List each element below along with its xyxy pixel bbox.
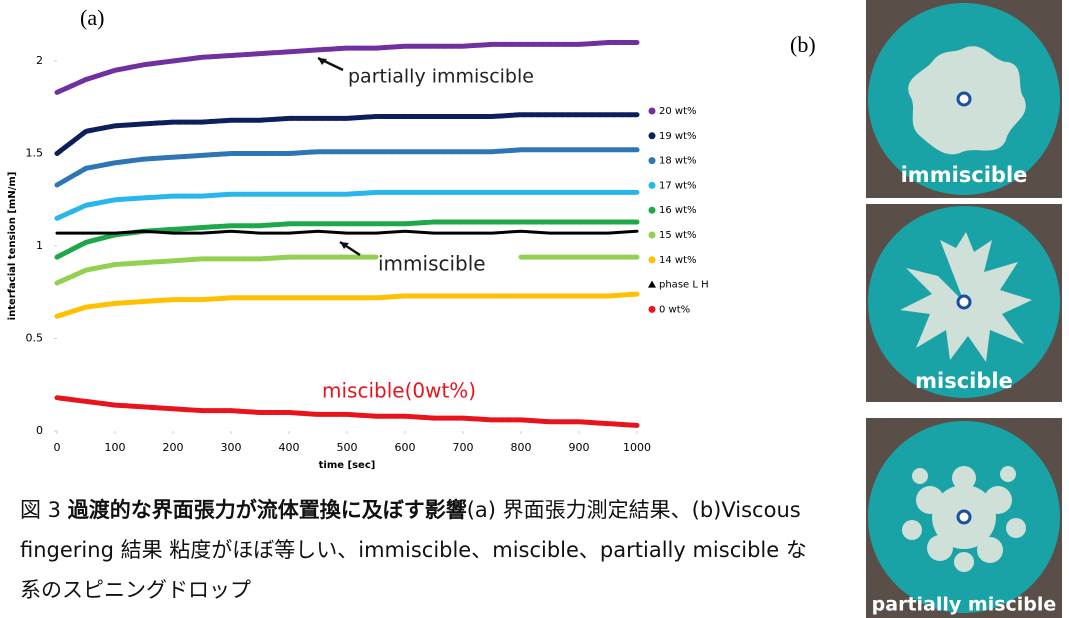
y-tick-label: 1 [36, 239, 43, 252]
x-tick-label: 600 [395, 441, 416, 454]
legend-label: 17 wt% [659, 180, 697, 191]
annotation: miscible(0wt%) [322, 379, 476, 403]
photo: immiscible [866, 0, 1062, 198]
y-tick-label: 0 [36, 424, 43, 437]
legend-label: 14 wt% [659, 255, 697, 266]
legend-label: 19 wt% [659, 131, 697, 142]
x-tick-label: 800 [511, 441, 532, 454]
x-axis-label: time [sec] [319, 460, 376, 471]
legend-marker [649, 306, 656, 313]
annotation: partially immiscible [348, 66, 534, 88]
series-line [57, 294, 637, 316]
x-tick-label: 900 [569, 441, 590, 454]
legend-label: 18 wt% [659, 156, 697, 167]
photo: miscible [866, 204, 1062, 402]
legend-marker [649, 108, 656, 115]
legend-marker [649, 256, 656, 263]
x-tick-label: 0 [54, 441, 61, 454]
photo: partially miscible [866, 418, 1062, 618]
legend-marker [649, 182, 656, 189]
caption: 図 3 過渡的な界面張力が流体置換に及ぼす影響(a) 界面張力測定結果、(b)V… [20, 490, 810, 610]
photo-label: immiscible [901, 163, 1028, 187]
annotation: immiscible [378, 252, 486, 276]
x-tick-label: 700 [453, 441, 474, 454]
panel-label: (b) [790, 32, 816, 57]
series-line [57, 222, 637, 257]
series-line [57, 43, 637, 93]
panel-label: (a) [80, 5, 104, 30]
series-line [57, 257, 637, 283]
x-tick-label: 1000 [623, 441, 651, 454]
legend-marker [649, 232, 656, 239]
legend-marker [649, 132, 656, 139]
y-tick-label: 0.5 [26, 332, 44, 345]
legend-label: 20 wt% [659, 106, 697, 117]
x-tick-label: 300 [221, 441, 242, 454]
x-tick-label: 500 [337, 441, 358, 454]
y-tick-label: 2 [36, 54, 43, 67]
y-axis-label: interfacial tension [mN/m] [7, 172, 18, 321]
legend-label: phase L H [659, 280, 709, 291]
legend-label: 15 wt% [659, 230, 697, 241]
series-line [57, 150, 637, 185]
panel-b: (b) immiscible miscible partially miscib… [770, 0, 1069, 618]
legend-marker [649, 207, 656, 214]
x-tick-label: 100 [105, 441, 126, 454]
series-line [57, 192, 637, 218]
caption-title: 過渡的な界面張力が流体置換に及ぼす影響 [68, 498, 467, 522]
y-tick-label: 1.5 [26, 147, 44, 160]
figure-number: 図 3 [20, 498, 61, 522]
page: {"chart_data": {"type": "line", "panel_l… [0, 0, 1069, 618]
legend-marker [648, 281, 656, 288]
x-tick-label: 400 [279, 441, 300, 454]
chart: (a) time [sec] interfacial tension [mN/m… [0, 0, 770, 480]
legend-marker [649, 157, 656, 164]
photo-label: miscible [915, 369, 1013, 393]
x-tick-label: 200 [163, 441, 184, 454]
legend-label: 16 wt% [659, 205, 697, 216]
legend-label: 0 wt% [659, 304, 690, 315]
photo-label: partially miscible [872, 594, 1057, 616]
